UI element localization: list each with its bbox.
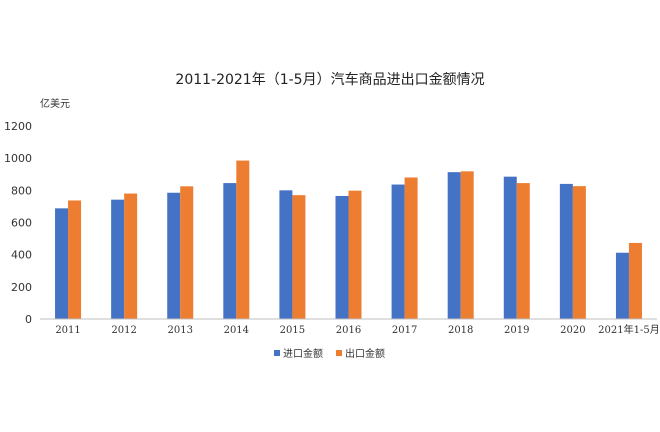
import-bar bbox=[559, 183, 573, 319]
export-bar bbox=[124, 193, 138, 319]
x-tick-label: 2019 bbox=[504, 325, 529, 336]
y-tick-label: 400 bbox=[11, 249, 32, 262]
export-bar bbox=[68, 200, 82, 319]
import-bar bbox=[391, 184, 405, 319]
y-tick-label: 1000 bbox=[4, 152, 32, 165]
import-legend-label: 进口金额 bbox=[283, 347, 323, 360]
import-bar bbox=[279, 190, 293, 319]
import-bar bbox=[167, 192, 181, 319]
export-bar bbox=[572, 186, 586, 319]
x-tick-label: 2011 bbox=[55, 325, 80, 336]
x-tick-label: 2021年1-5月 bbox=[598, 323, 660, 336]
y-tick-label: 1200 bbox=[4, 120, 32, 133]
import-bar bbox=[223, 183, 237, 319]
export-bar bbox=[404, 177, 418, 319]
export-legend-swatch bbox=[336, 350, 342, 356]
x-tick-label: 2013 bbox=[168, 325, 193, 336]
import-bar bbox=[55, 208, 69, 319]
export-bar bbox=[516, 183, 530, 319]
x-tick-label: 2014 bbox=[224, 325, 249, 336]
import-legend-swatch bbox=[274, 350, 280, 356]
import-bar bbox=[503, 176, 517, 319]
export-legend-label: 出口金额 bbox=[345, 347, 385, 360]
export-bar bbox=[628, 242, 642, 319]
x-tick-label: 2017 bbox=[392, 325, 417, 336]
x-tick-label: 2018 bbox=[448, 325, 473, 336]
export-bar bbox=[180, 186, 194, 319]
x-axis-ticks: 2011 2012 2013 2014 2015 2016 2017 2018 2019 2020… bbox=[55, 323, 659, 336]
legend: 进口金额 出口金额 bbox=[274, 347, 385, 360]
import-bar bbox=[447, 172, 461, 319]
import-bar bbox=[111, 199, 125, 319]
x-tick-label: 2020 bbox=[560, 325, 585, 336]
chart-title: 2011-2021年（1-5月）汽车商品进出口金额情况 bbox=[175, 71, 484, 88]
y-axis-ticks: 0 200 400 600 800 1000 1200 bbox=[4, 120, 32, 326]
bars-group bbox=[55, 160, 642, 319]
import-bar bbox=[335, 195, 349, 319]
x-tick-label: 2015 bbox=[280, 325, 305, 336]
y-tick-label: 0 bbox=[25, 313, 32, 326]
export-bar bbox=[236, 160, 250, 319]
import-bar bbox=[615, 252, 629, 319]
y-axis-unit-label: 亿美元 bbox=[40, 97, 70, 110]
x-tick-label: 2016 bbox=[336, 325, 361, 336]
x-tick-label: 2012 bbox=[111, 325, 136, 336]
export-bar bbox=[292, 195, 306, 319]
export-bar bbox=[348, 190, 362, 319]
y-tick-label: 200 bbox=[11, 281, 32, 294]
export-bar bbox=[460, 171, 474, 319]
y-tick-label: 600 bbox=[11, 217, 32, 230]
y-tick-label: 800 bbox=[11, 184, 32, 197]
